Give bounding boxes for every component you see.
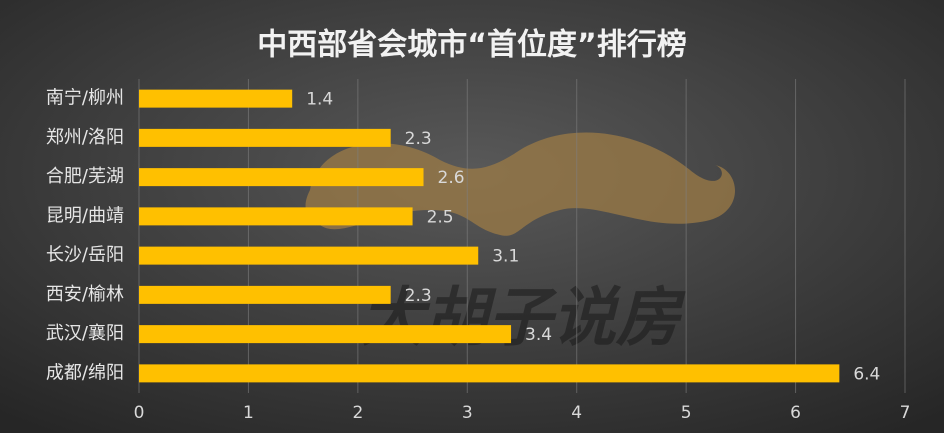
- bar: [139, 364, 840, 383]
- watermark: 大胡子说房: [360, 282, 686, 356]
- value-label: 1.4: [306, 90, 333, 110]
- bar: [139, 285, 391, 304]
- value-label: 6.4: [853, 364, 880, 384]
- bar: [139, 89, 293, 108]
- x-tick-label: 6: [790, 403, 801, 423]
- x-tick-label: 0: [134, 403, 145, 423]
- x-tick-label: 2: [352, 403, 363, 423]
- x-tick-label: 4: [571, 403, 582, 423]
- x-tick-label: 3: [462, 403, 473, 423]
- value-label: 3.1: [492, 247, 519, 267]
- bar: [139, 128, 391, 147]
- chart-title: 中西部省会城市“首位度”排行榜: [257, 28, 686, 63]
- y-tick-label: 南宁/柳州: [46, 88, 124, 109]
- y-tick-label: 郑州/洛阳: [46, 127, 124, 148]
- bar: [139, 207, 413, 226]
- value-label: 2.3: [405, 286, 432, 306]
- y-tick-label: 西安/榆林: [46, 284, 124, 305]
- y-tick-label: 武汉/襄阳: [46, 323, 124, 344]
- y-tick-label: 成都/绵阳: [46, 362, 124, 383]
- x-tick-label: 7: [900, 403, 911, 423]
- y-tick-label: 合肥/芜湖: [46, 166, 124, 187]
- value-label: 2.5: [427, 207, 454, 227]
- x-tick-label: 1: [243, 403, 254, 423]
- y-tick-label: 昆明/曲靖: [46, 205, 124, 226]
- value-label: 2.3: [405, 129, 432, 149]
- value-label: 2.6: [438, 168, 465, 188]
- bar: [139, 246, 479, 265]
- watermark-logo: [305, 132, 735, 236]
- bar: [139, 168, 424, 187]
- value-label: 3.4: [525, 325, 552, 345]
- y-tick-label: 长沙/岳阳: [46, 245, 124, 266]
- bar: [139, 325, 512, 344]
- x-tick-label: 5: [681, 403, 692, 423]
